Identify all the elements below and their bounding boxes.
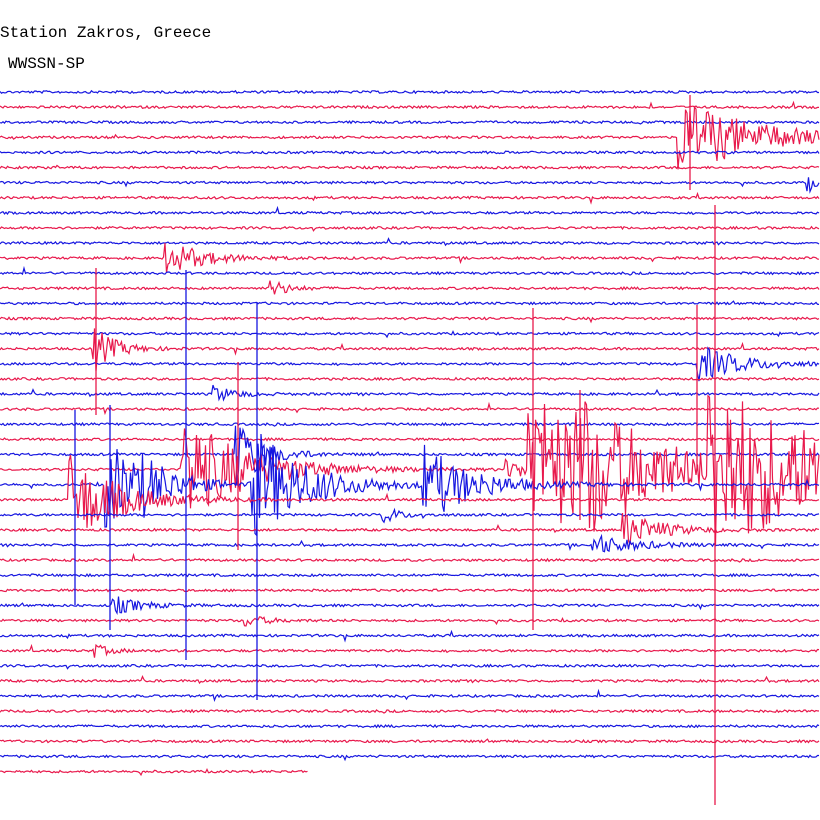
trace-line xyxy=(0,300,820,306)
trace-line xyxy=(0,205,820,216)
trace-line xyxy=(0,401,820,416)
trace-line xyxy=(0,629,820,643)
trace-line xyxy=(0,376,820,382)
trace-line xyxy=(0,421,820,427)
trace-line xyxy=(0,316,820,324)
trace-line xyxy=(0,552,820,563)
trace-line xyxy=(0,280,820,295)
trace-line xyxy=(0,328,820,371)
trace-line xyxy=(0,616,820,627)
trace-line xyxy=(0,425,820,486)
trace-line xyxy=(0,708,820,714)
trace-line xyxy=(0,572,820,578)
trace-line xyxy=(0,265,820,276)
traces xyxy=(0,89,820,805)
trace-line xyxy=(0,533,820,553)
trace-line xyxy=(0,754,819,762)
trace-line xyxy=(0,688,820,702)
station-title: Station Zakros, Greece xyxy=(0,24,211,42)
trace-line xyxy=(0,738,820,744)
trace-line xyxy=(0,643,820,658)
trace-line xyxy=(0,454,820,528)
trace-line xyxy=(0,394,820,546)
trace-line xyxy=(0,105,820,170)
trace-line xyxy=(0,433,820,537)
trace-line xyxy=(0,164,820,170)
instrument-label: WWSSN-SP xyxy=(8,55,85,73)
trace-line xyxy=(0,225,820,232)
trace-line xyxy=(0,384,820,402)
trace-line xyxy=(0,437,820,442)
trace-line xyxy=(0,674,820,685)
trace-line xyxy=(0,177,820,194)
trace-line xyxy=(0,120,820,125)
trace-line xyxy=(0,512,820,545)
trace-line xyxy=(0,89,819,95)
trace-line xyxy=(0,507,820,524)
trace-line xyxy=(0,346,820,382)
trace-line xyxy=(0,588,820,593)
trace-line xyxy=(0,237,820,247)
trace-line xyxy=(0,663,820,670)
trace-line xyxy=(0,767,308,777)
trace-line xyxy=(0,243,820,273)
trace-line xyxy=(0,596,820,615)
trace-line xyxy=(0,100,819,110)
trace-line xyxy=(0,191,820,205)
trace-line xyxy=(0,330,820,339)
trace-line xyxy=(0,150,820,155)
trace-line xyxy=(0,723,820,729)
